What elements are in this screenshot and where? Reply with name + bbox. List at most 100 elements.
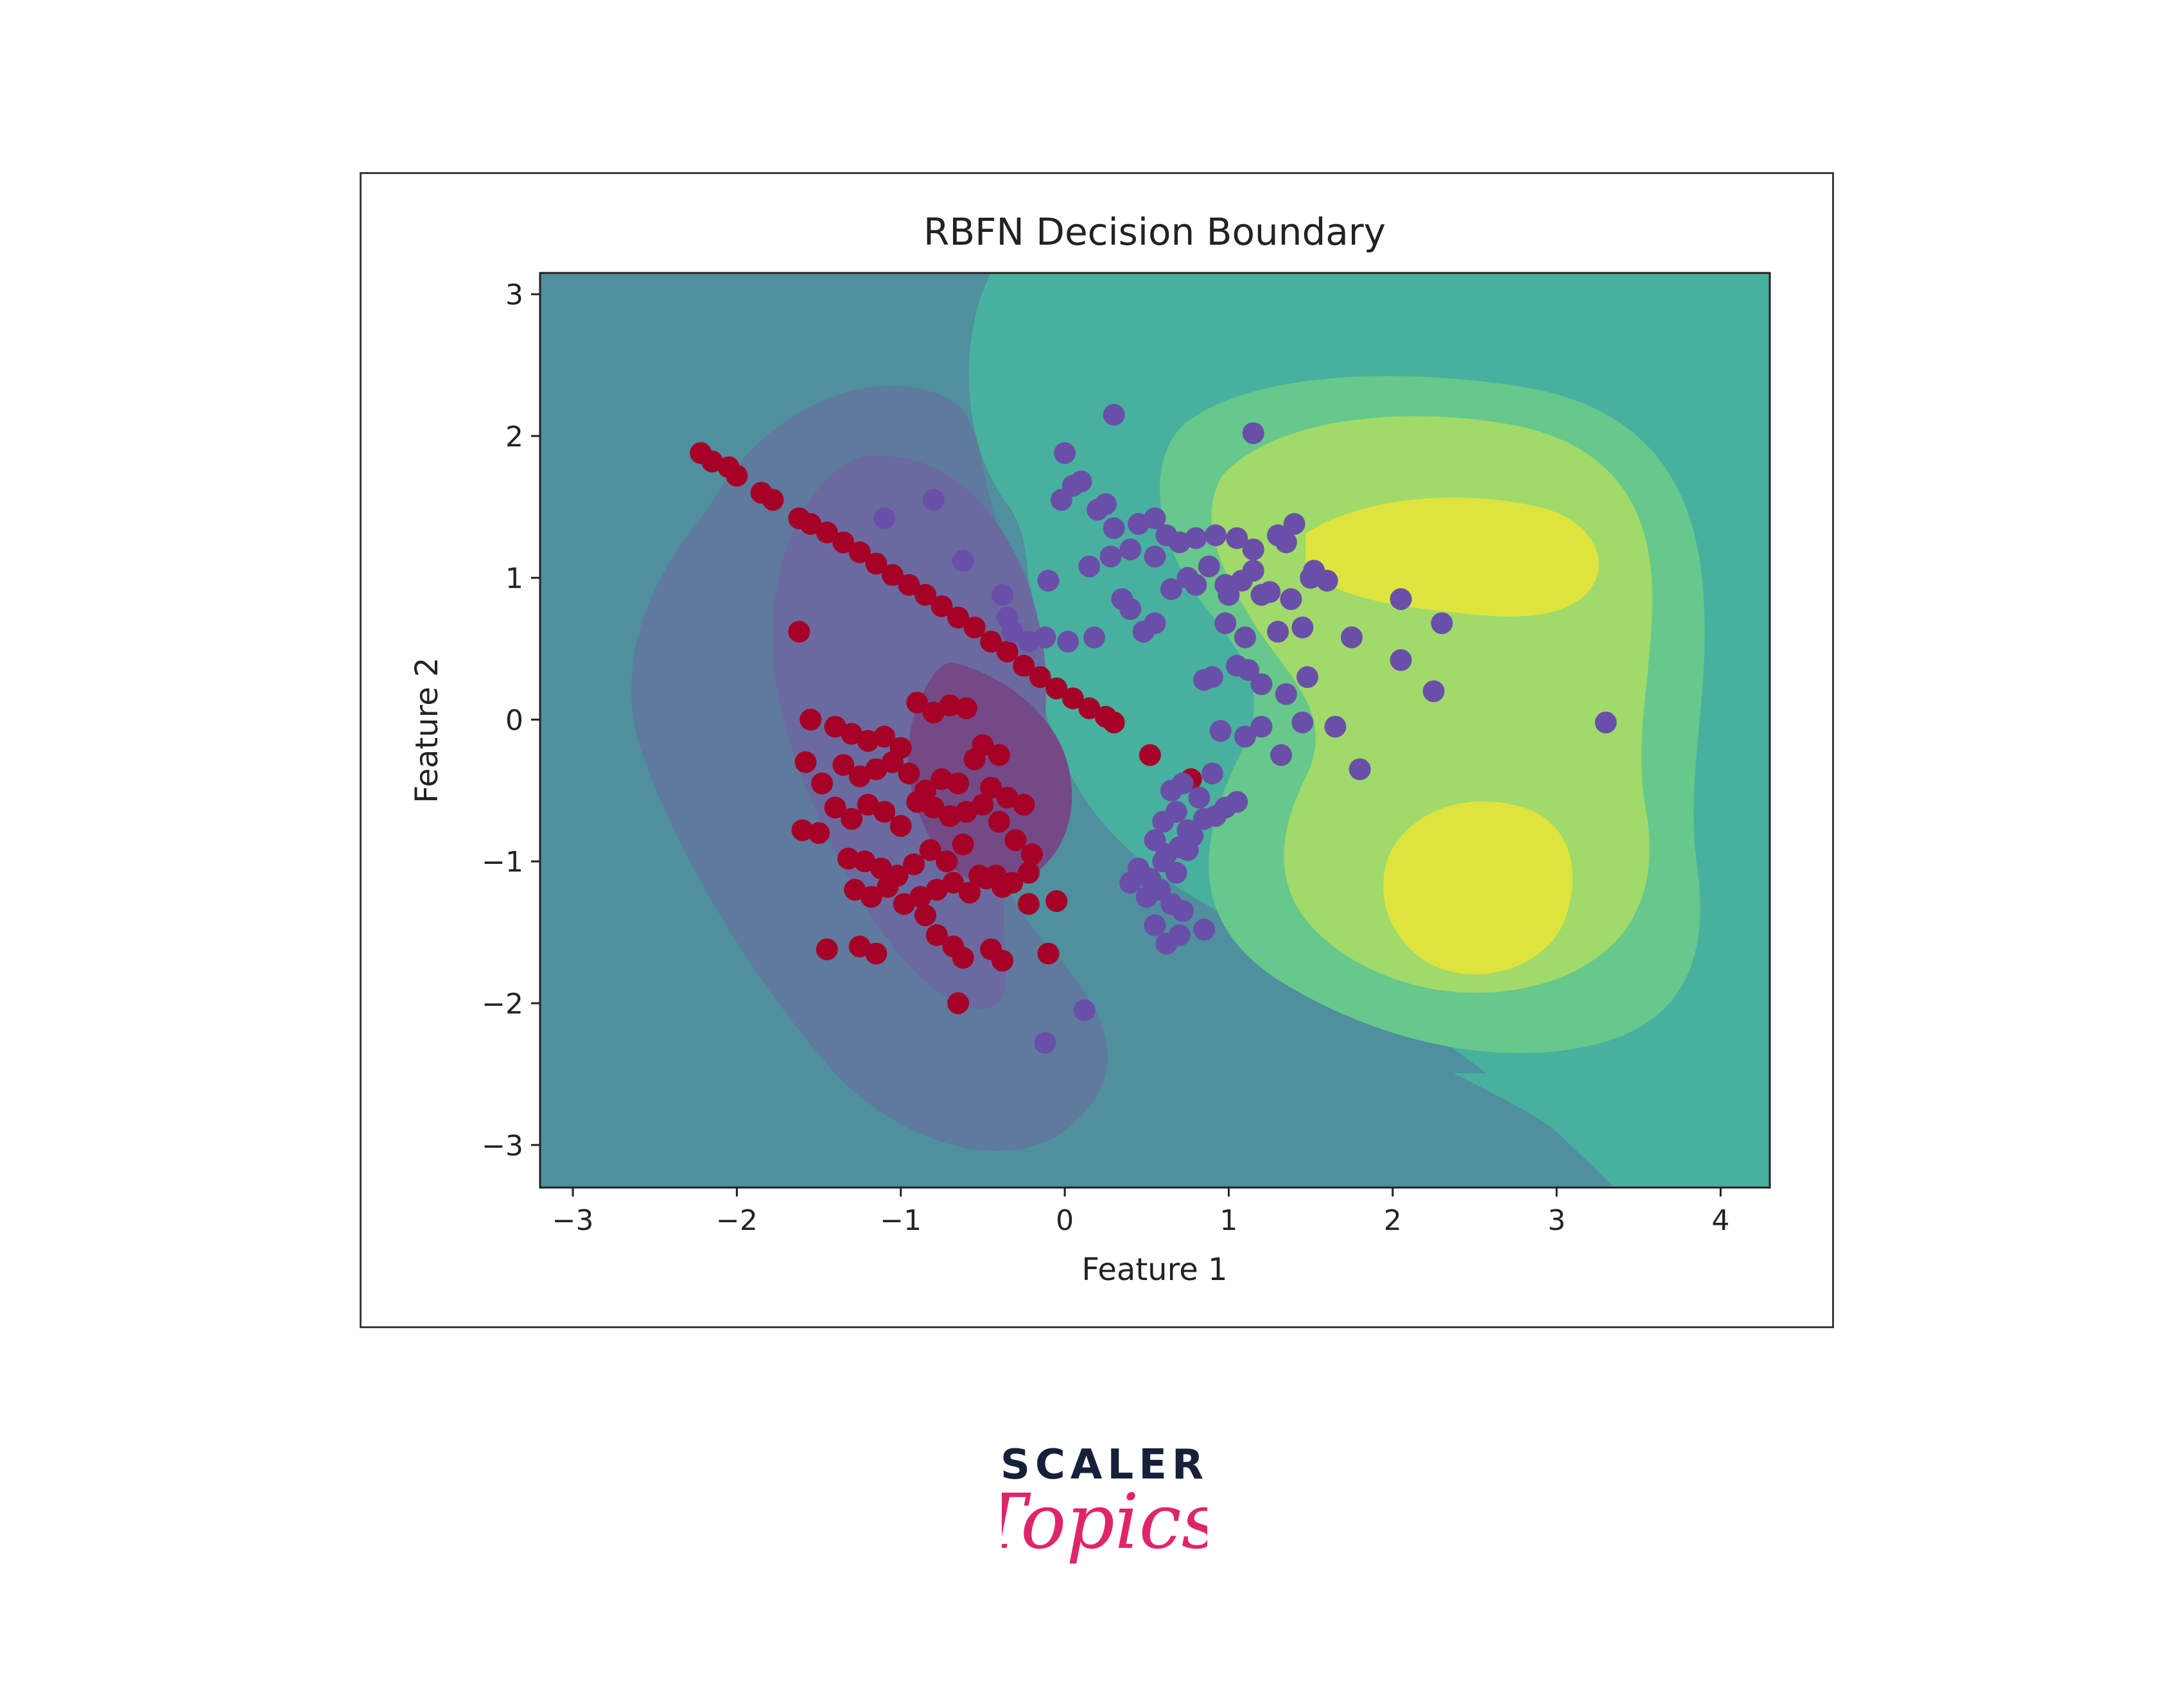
brand-word: SCALER (1002, 1441, 1207, 1489)
x-axis-label: Feature 1 (1081, 1252, 1227, 1288)
x-tick-label: −2 (716, 1204, 758, 1237)
scatter-point-0-24 (1078, 697, 1101, 719)
x-tick-label: −3 (552, 1204, 594, 1237)
scatter-point-1-106 (1057, 631, 1079, 653)
scatter-point-0-82 (860, 886, 882, 908)
scatter-point-1-85 (1165, 861, 1187, 884)
scatter-point-0-34 (906, 691, 929, 714)
scatter-point-0-58 (857, 793, 879, 816)
scatter-point-1-93 (1144, 914, 1166, 936)
scatter-point-1-66 (1349, 758, 1371, 780)
scatter-point-0-46 (898, 762, 920, 785)
scatter-point-0-63 (939, 805, 961, 827)
scatter-point-0-10 (848, 541, 871, 563)
scatter-point-0-16 (947, 606, 970, 629)
scatter-point-1-8 (1103, 517, 1125, 540)
scatter-point-1-101 (952, 550, 974, 572)
scatter-point-1-107 (1017, 631, 1040, 653)
scatter-point-0-55 (808, 822, 830, 845)
scatter-point-1-61 (1234, 725, 1256, 748)
figure-frame: RBFN Decision Boundary −3 −2 −1 0 1 2 3 4 −3 −2−… (360, 172, 1834, 1328)
scatter-point-0-62 (922, 796, 945, 819)
scatter-point-1-77 (1204, 805, 1227, 827)
scatter-point-0-23 (1061, 687, 1084, 710)
scatter-point-1-48 (1214, 612, 1237, 635)
scatter-point-0-97 (992, 949, 1014, 972)
scatter-point-1-9 (1127, 513, 1149, 535)
scatter-point-0-75 (936, 850, 958, 873)
scatter-point-1-97 (1073, 999, 1096, 1022)
scatter-point-1-19 (1078, 556, 1101, 578)
scatter-point-0-13 (898, 574, 920, 596)
scatter-point-0-59 (873, 800, 896, 823)
scatter-point-1-36 (1218, 584, 1240, 606)
scatter-point-1-10 (1144, 507, 1166, 529)
y-axis-label: Feature 2 (409, 657, 445, 803)
scatter-point-0-8 (816, 522, 838, 544)
scatter-point-0-54 (791, 819, 814, 841)
contour-left-core (908, 662, 1072, 886)
scatter-point-1-91 (1171, 900, 1194, 922)
scatter-point-1-69 (1188, 786, 1210, 809)
scatter-point-0-76 (952, 833, 974, 855)
scatter-point-0-90 (992, 875, 1014, 898)
scatter-point-0-67 (1004, 829, 1027, 852)
scatter-point-0-80 (1017, 861, 1040, 884)
scatter-point-1-21 (1119, 538, 1142, 561)
scatter-point-1-92 (1193, 918, 1216, 941)
rbfn-scatter-chart: RBFN Decision Boundary −3 −2 −1 0 1 2 3 4 −3−2−… (409, 210, 1771, 1288)
scatter-point-0-83 (877, 875, 899, 898)
scatter-point-0-18 (980, 631, 1002, 653)
x-axis-ticks: −3 −2 −1 0 1 2 3 4 (552, 1188, 1729, 1237)
scatter-point-0-85 (909, 886, 932, 908)
scatter-point-1-86 (1176, 839, 1199, 861)
scatter-point-0-36 (939, 694, 961, 717)
scatter-point-0-29 (824, 715, 846, 738)
scatter-point-1-87 (1119, 872, 1142, 894)
scatter-point-0-93 (865, 942, 887, 965)
scatter-point-0-21 (1029, 666, 1051, 689)
scatter-point-1-46 (1132, 620, 1155, 643)
scatter-point-0-86 (925, 879, 948, 901)
scatter-point-0-56 (824, 796, 846, 819)
contour-right-peak-bottom (1383, 801, 1573, 975)
scatter-point-0-73 (903, 853, 925, 875)
scatter-point-0-61 (906, 791, 929, 813)
y-tick-label: 3 (505, 279, 523, 311)
scatter-point-1-16 (1242, 538, 1264, 561)
scatter-point-0-101 (1139, 744, 1161, 766)
scatter-point-1-20 (1099, 545, 1122, 568)
scatter-point-0-19 (996, 640, 1018, 663)
scatter-point-1-51 (1291, 616, 1314, 638)
scatter-point-0-64 (955, 800, 977, 823)
scatter-point-0-52 (996, 786, 1018, 809)
scatter-point-0-84 (893, 893, 915, 915)
scatter-point-0-12 (881, 564, 904, 586)
scatter-point-0-35 (922, 701, 945, 724)
scaler-topics-logo: SCALER Topics (1002, 1441, 1207, 1566)
scatter-point-1-58 (1275, 683, 1297, 705)
scatter-point-0-39 (988, 744, 1010, 766)
scatter-point-1-22 (1144, 545, 1166, 568)
scatter-point-0-41 (811, 772, 834, 794)
scatter-point-1-29 (1275, 531, 1297, 554)
y-axis-ticks: −3 −2 −1 0 1 2 3 (482, 279, 540, 1162)
scatter-point-0-5 (762, 489, 784, 511)
scatter-point-0-7 (799, 513, 822, 535)
scatter-points (690, 403, 1617, 1054)
scatter-point-0-31 (857, 730, 879, 752)
scatter-point-1-98 (1034, 1031, 1056, 1054)
scatter-point-1-35 (1185, 574, 1207, 596)
scatter-point-0-104 (816, 938, 838, 961)
scatter-point-0-74 (919, 839, 941, 861)
brand-script: Topics (1002, 1477, 1207, 1566)
scatter-point-1-25 (1198, 556, 1220, 578)
scatter-point-0-99 (947, 992, 970, 1014)
scatter-point-0-37 (955, 697, 977, 719)
scatter-point-1-64 (1291, 711, 1314, 733)
scatter-point-1-18 (1283, 513, 1306, 535)
scatter-point-1-32 (1037, 570, 1060, 592)
scatter-point-1-74 (1165, 800, 1187, 823)
chart-title: RBFN Decision Boundary (923, 210, 1386, 254)
y-tick-label: 2 (505, 421, 523, 453)
